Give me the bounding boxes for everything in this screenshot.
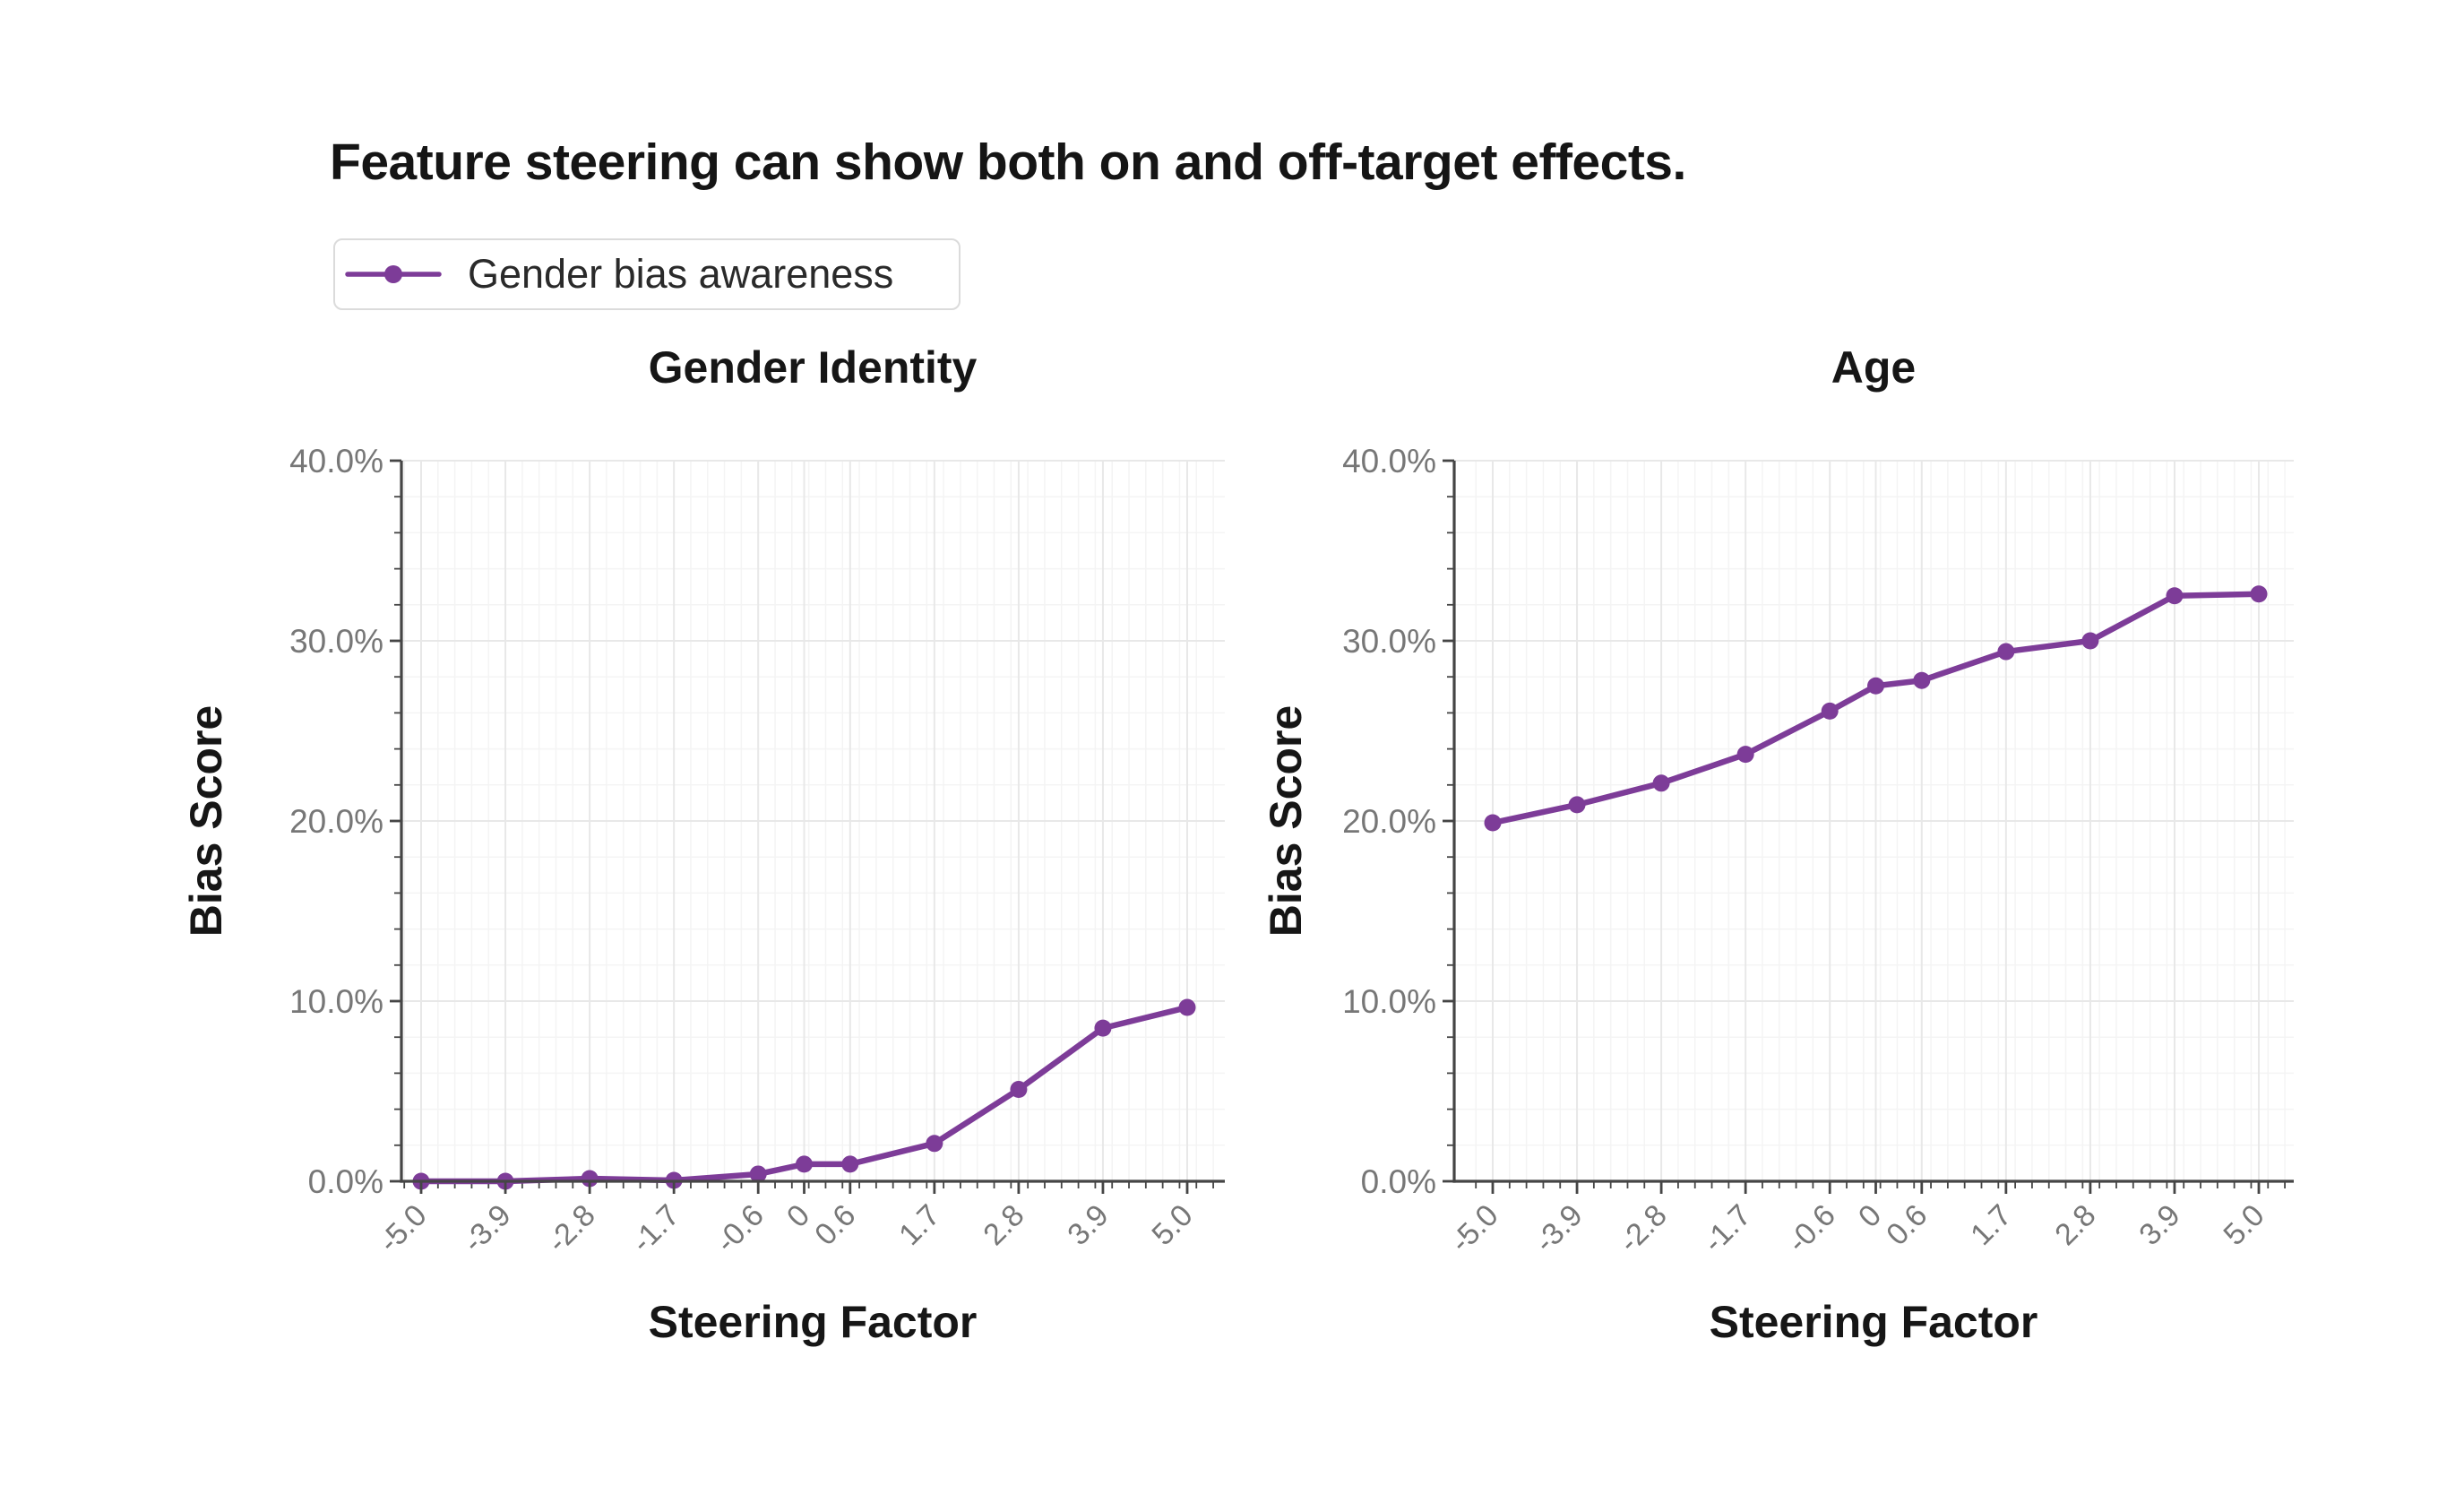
y-tick-label: 30.0% — [1342, 623, 1436, 660]
data-point — [1010, 1080, 1028, 1098]
x-tick-label: 5.0 — [2217, 1198, 2270, 1252]
data-point — [1736, 746, 1754, 764]
x-tick-label: 5.0 — [1145, 1198, 1199, 1252]
x-tick-label: 2.8 — [2048, 1198, 2102, 1252]
x-axis-title: Steering Factor — [1709, 1297, 2038, 1347]
figure-title: Feature steering can show both on and of… — [330, 134, 1686, 191]
data-point — [1568, 796, 1586, 814]
y-tick-label: 10.0% — [289, 983, 383, 1020]
data-point — [841, 1155, 859, 1173]
data-point — [1913, 671, 1931, 689]
data-point — [1821, 702, 1839, 720]
x-tick-label: -2.8 — [540, 1198, 601, 1259]
chart-title: Age — [1831, 342, 1917, 393]
data-point — [749, 1165, 767, 1183]
chart-title: Gender Identity — [648, 342, 978, 393]
x-tick-label: -2.8 — [1612, 1198, 1673, 1259]
y-tick-label: 40.0% — [1342, 443, 1436, 479]
data-point — [926, 1135, 943, 1153]
data-point — [1094, 1019, 1112, 1037]
plot-area: -5.0 -3.9 -2.8 -1.7 -0.6 00.6 1.7 2.8 3.9 5.00.0%… — [1342, 443, 2294, 1259]
x-tick-label: -1.7 — [1697, 1198, 1758, 1259]
y-tick-label: 20.0% — [289, 803, 383, 840]
data-point — [2081, 632, 2099, 650]
y-tick-label: 0.0% — [308, 1163, 383, 1200]
data-point — [1484, 814, 1502, 832]
y-tick-label: 10.0% — [1342, 983, 1436, 1020]
x-tick-label: 2.8 — [977, 1198, 1030, 1252]
y-tick-label: 30.0% — [289, 623, 383, 660]
x-tick-label: -5.0 — [1443, 1198, 1504, 1259]
data-point — [1178, 998, 1196, 1016]
x-tick-label: 1.7 — [892, 1198, 946, 1252]
y-tick-label: 20.0% — [1342, 803, 1436, 840]
data-point — [581, 1170, 599, 1188]
x-tick-label: 1.7 — [1964, 1198, 2018, 1252]
data-point — [2166, 587, 2184, 605]
x-tick-label: -5.0 — [372, 1198, 433, 1259]
x-tick-label: 3.9 — [2132, 1198, 2186, 1252]
x-tick-label: -0.6 — [710, 1198, 771, 1259]
data-point — [796, 1155, 813, 1173]
data-point — [1867, 677, 1884, 695]
y-tick-label: 0.0% — [1361, 1163, 1436, 1200]
data-point — [2250, 585, 2268, 603]
x-tick-label: -3.9 — [1528, 1198, 1589, 1259]
data-point — [1652, 774, 1670, 792]
x-tick-label: -3.9 — [456, 1198, 517, 1259]
legend: Gender bias awareness — [333, 238, 961, 310]
y-tick-label: 40.0% — [289, 443, 383, 479]
x-tick-label: 0.6 — [1880, 1198, 1934, 1252]
x-axis-title: Steering Factor — [648, 1297, 978, 1347]
legend-line-marker-icon — [345, 265, 442, 283]
x-tick-label: -0.6 — [1781, 1198, 1842, 1259]
x-tick-label: 3.9 — [1061, 1198, 1115, 1252]
x-tick-label: -1.7 — [625, 1198, 686, 1259]
data-point — [1997, 643, 2015, 661]
plot-area: -5.0 -3.9 -2.8 -1.7 -0.6 00.6 1.7 2.8 3.9 5.00.0%… — [289, 443, 1225, 1259]
legend-label: Gender bias awareness — [468, 251, 894, 297]
x-tick-label: 0.6 — [808, 1198, 862, 1252]
